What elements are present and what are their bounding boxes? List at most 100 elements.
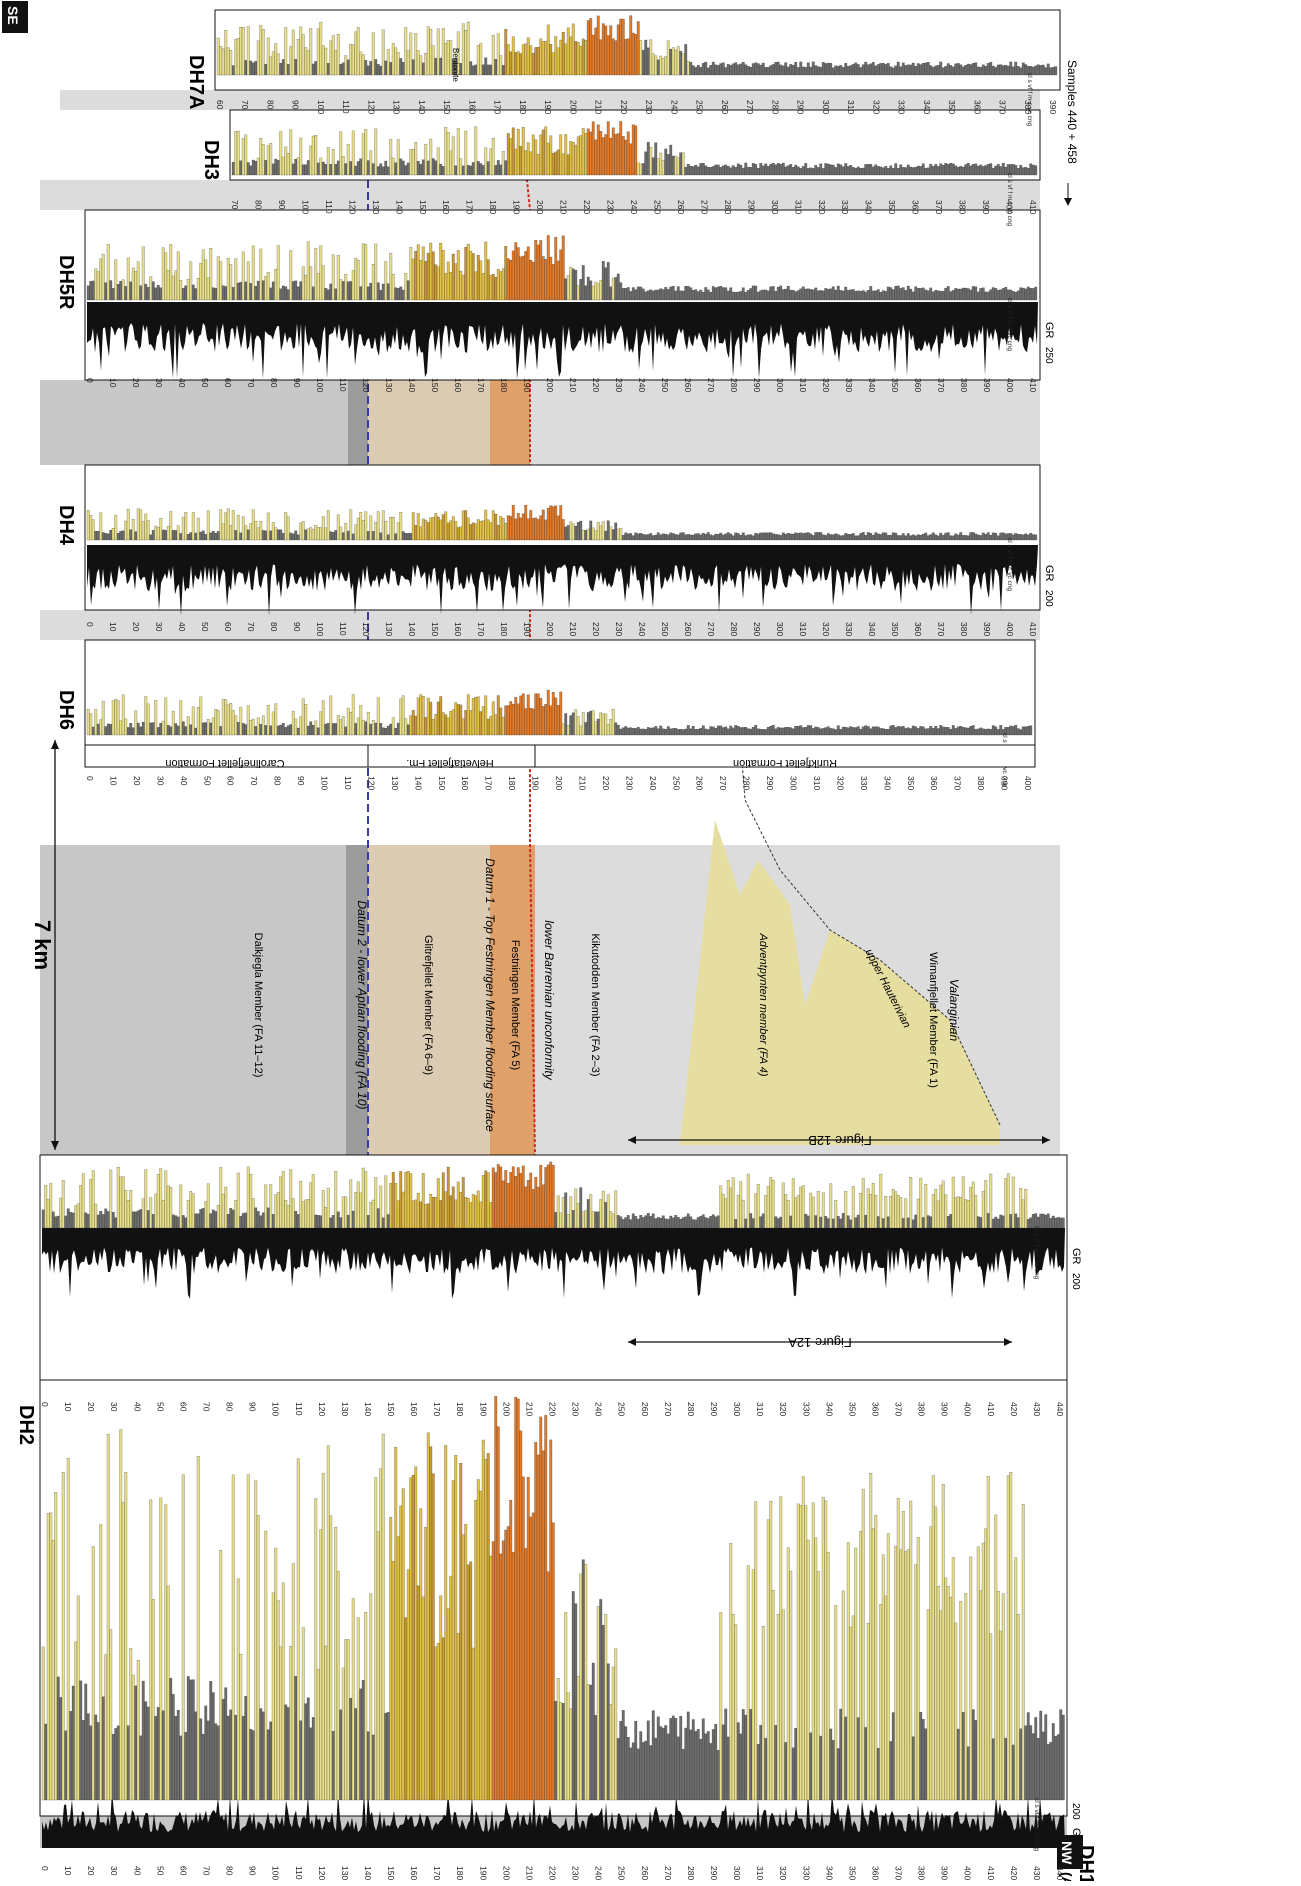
lithology-bed <box>281 533 285 541</box>
lithology-bed <box>926 1609 930 1801</box>
lithology-bed <box>61 1472 65 1801</box>
lithology-bed <box>984 291 988 301</box>
lithology-bed <box>821 62 825 76</box>
lithology-bed <box>951 535 955 541</box>
lithology-bed <box>219 46 223 76</box>
lithology-bed <box>144 1701 148 1801</box>
lithology-bed <box>914 1564 918 1801</box>
lithology-bed <box>186 279 190 301</box>
lithology-bed <box>881 167 885 176</box>
lithology-bed <box>644 534 648 541</box>
lithology-bed <box>406 1569 410 1801</box>
lithology-bed <box>279 724 283 736</box>
lithology-bed <box>756 728 760 736</box>
lithology-bed <box>634 34 638 76</box>
dh1-depth-tick: 350 <box>847 1866 857 1880</box>
lithology-bed <box>921 163 925 176</box>
lithology-bed <box>914 286 918 301</box>
lithology-bed <box>386 534 390 541</box>
dh6-depth-tick: 390 <box>1000 776 1010 790</box>
lithology-bed <box>284 512 288 541</box>
lithology-bed <box>199 531 203 541</box>
lithology-bed <box>736 163 740 176</box>
dh1-depth-tick: 130 <box>340 1866 350 1880</box>
lithology-bed <box>546 507 550 541</box>
lithology-bed <box>944 287 948 301</box>
lithology-bed <box>299 137 303 176</box>
lithology-bed <box>559 1701 563 1801</box>
lithology-bed <box>226 1213 230 1229</box>
lithology-bed <box>829 1183 833 1229</box>
lithology-bed <box>399 58 403 76</box>
lithology-bed <box>246 1166 250 1229</box>
lithology-bed <box>284 286 288 301</box>
lithology-bed <box>626 727 630 736</box>
lithology-bed <box>316 28 320 76</box>
lithology-bed <box>619 528 623 541</box>
surface-lower-barremian: lower Barremian unconformity <box>542 920 556 1080</box>
lithology-bed <box>94 268 98 301</box>
lithology-bed <box>681 53 685 76</box>
lithology-bed <box>844 1716 848 1801</box>
lithology-bed <box>759 64 763 76</box>
dh5r-depth-tick: 110 <box>338 378 348 392</box>
lithology-bed <box>521 513 525 541</box>
lithology-bed <box>534 239 538 301</box>
dh2-depth-tick: 230 <box>571 1402 581 1416</box>
lithology-bed <box>304 275 308 301</box>
lithology-bed <box>241 27 245 76</box>
lithology-bed <box>494 714 498 736</box>
lithology-bed <box>754 1501 758 1801</box>
lithology-bed <box>214 1723 218 1801</box>
lithology-bed <box>689 166 693 176</box>
lithology-bed <box>249 60 253 76</box>
lithology-bed <box>894 163 898 176</box>
lithology-bed <box>736 726 740 736</box>
dh1-lithology-column <box>41 1396 1065 1801</box>
lithology-bed <box>131 267 135 301</box>
lithology-bed <box>874 164 878 176</box>
lithology-bed <box>86 285 90 301</box>
lithology-bed <box>899 726 903 736</box>
lithology-bed <box>404 273 408 301</box>
lithology-bed <box>321 45 325 76</box>
lithology-bed <box>241 1716 245 1801</box>
dh6-depth-tick: 280 <box>742 776 752 790</box>
lithology-bed <box>334 164 338 176</box>
lithology-bed <box>311 135 315 176</box>
lithology-bed <box>751 535 755 541</box>
lithology-bed <box>831 1740 835 1801</box>
lithology-bed <box>979 67 983 76</box>
lithology-bed <box>449 272 453 301</box>
lithology-bed <box>274 1194 278 1229</box>
lithology-bed <box>491 1541 495 1801</box>
lithology-bed <box>814 532 818 541</box>
lithology-bed <box>871 726 875 736</box>
lithology-bed <box>514 1175 518 1229</box>
lithology-bed <box>829 63 833 76</box>
lithology-bed <box>546 689 550 736</box>
lithology-bed <box>641 1217 645 1229</box>
dh2-depth-tick: 10 <box>63 1402 73 1412</box>
lithology-bed <box>819 163 823 176</box>
lithology-bed <box>99 1210 103 1229</box>
dh5r-depth-tick: 410 <box>1028 378 1038 392</box>
lithology-bed <box>876 726 880 736</box>
lithology-bed <box>679 1715 683 1801</box>
lithology-bed <box>134 710 138 736</box>
lithology-bed <box>789 289 793 301</box>
lithology-bed <box>411 258 415 301</box>
lithology-bed <box>639 40 643 76</box>
dh3-depth-tick: 330 <box>840 200 850 214</box>
dh4-gr-scale: 200 <box>1043 590 1054 607</box>
lithology-bed <box>724 726 728 736</box>
lithology-bed <box>619 1216 623 1229</box>
lithology-bed <box>519 53 523 76</box>
dh1-depth-tick: 270 <box>663 1866 673 1880</box>
lithology-bed <box>536 1186 540 1229</box>
lithology-bed <box>294 718 298 736</box>
lithology-bed <box>429 701 433 736</box>
lithology-bed <box>419 259 423 301</box>
lithology-bed <box>461 165 465 176</box>
lithology-bed <box>909 1500 913 1801</box>
